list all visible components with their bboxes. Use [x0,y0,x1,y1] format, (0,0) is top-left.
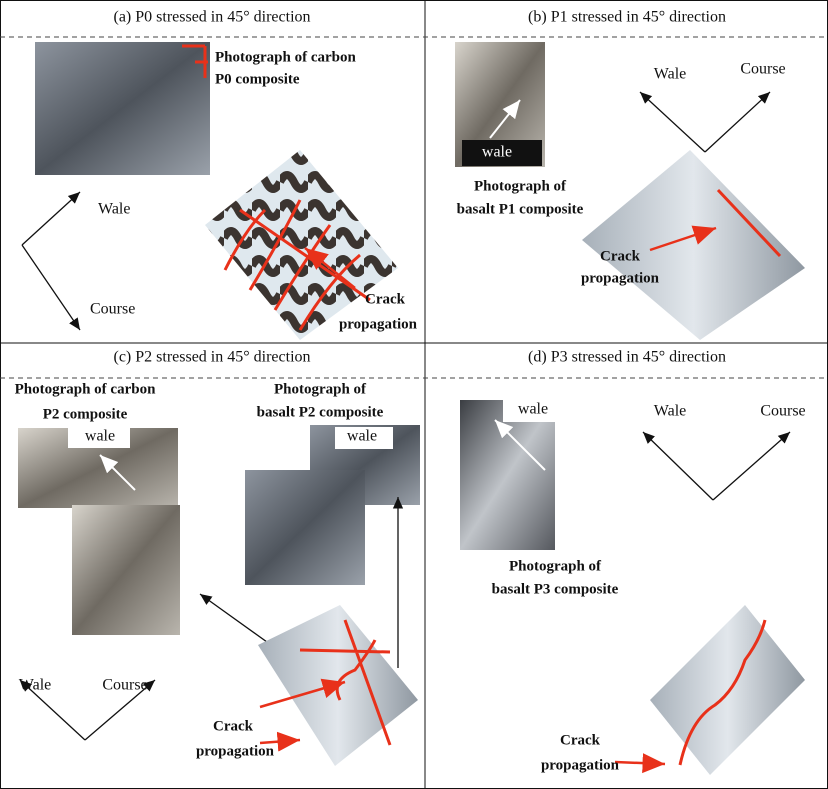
crack [716,188,782,258]
label: P2 composite [43,406,128,422]
photo [460,400,555,550]
label: wale [347,428,377,445]
label: Crack [365,291,406,307]
arrow [614,753,666,774]
label: Crack [213,718,254,734]
crack [223,199,371,331]
label: P0 composite [215,71,300,87]
label: propagation [196,743,275,759]
label: Wale [19,677,51,694]
label-box [462,140,542,166]
label-box [335,427,393,449]
photo [72,505,180,635]
label: Wale [654,403,686,420]
label: Course [102,677,147,694]
photo [650,605,805,775]
arrow [642,431,714,501]
arrow [712,431,791,501]
label: wale [482,144,512,161]
label: basalt P2 composite [257,404,384,420]
arrow [639,91,706,153]
label: propagation [581,270,660,286]
arrow [494,419,546,471]
arrow [649,225,717,252]
photo [245,470,365,585]
label: wale [85,428,115,445]
arrow [304,247,356,289]
label: Course [740,61,785,78]
bracket [182,44,208,78]
label: wale [518,401,548,418]
label: basalt P1 composite [457,201,584,217]
photo [205,150,398,340]
arrow [84,679,156,741]
label: basalt P3 composite [492,581,619,597]
panel-title: (b) P1 stressed in 45° direction [528,9,726,26]
label: Crack [560,732,601,748]
arrow [99,454,136,491]
label-box [68,426,130,448]
label: Photograph of [509,558,602,574]
panel-title: (d) P3 stressed in 45° direction [528,349,726,366]
panel-title: (c) P2 stressed in 45° direction [113,349,310,366]
label: Course [90,301,135,318]
label: propagation [541,757,620,773]
label-box [503,398,563,422]
panel-title: (a) P0 stressed in 45° direction [113,9,310,26]
arrow [259,678,346,709]
photo [35,42,210,175]
label: Crack [600,248,641,264]
arrow [704,91,771,153]
arrow [259,731,301,752]
label: propagation [339,316,418,332]
arrow [19,679,86,741]
arrow [21,244,81,331]
arrow [489,99,521,139]
label: Photograph of carbon [215,49,356,65]
label: Wale [654,66,686,83]
crack [678,619,767,766]
label: Photograph of [274,381,367,397]
arrow [21,191,81,246]
photo [582,150,805,340]
label: Photograph of carbon [15,381,156,397]
label: Wale [98,201,130,218]
label: Course [760,403,805,420]
label: Photograph of [474,178,567,194]
